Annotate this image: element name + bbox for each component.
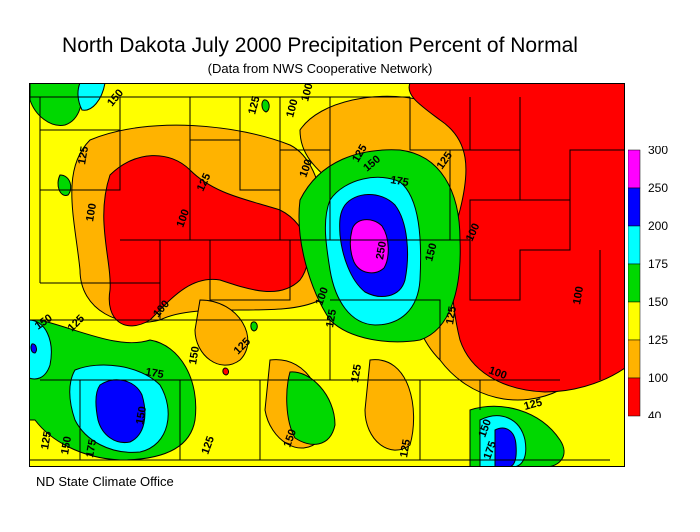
map-title: North Dakota July 2000 Precipitation Per… bbox=[62, 34, 578, 57]
contour-label: 125 bbox=[246, 95, 262, 116]
contour-label: 175 bbox=[482, 440, 500, 461]
contour-label: 100 bbox=[298, 158, 316, 179]
legend-labels: 300 250 200 175 150 125 100 40 bbox=[648, 146, 668, 418]
contour-label: 175 bbox=[389, 174, 409, 189]
contour-label: 150 bbox=[187, 345, 202, 365]
contour-label: 100 bbox=[571, 285, 586, 305]
color-legend: 300 250 200 175 150 125 100 40 bbox=[628, 146, 668, 418]
legend-label: 40 bbox=[648, 409, 662, 418]
contour-label: 100 bbox=[175, 208, 193, 229]
legend-swatch bbox=[628, 377, 641, 417]
contour-label: 125 bbox=[349, 363, 364, 383]
contour-label: 125 bbox=[200, 435, 218, 456]
contour-label: 125 bbox=[39, 430, 54, 450]
contour-label: 125 bbox=[76, 145, 91, 165]
legend-label: 125 bbox=[648, 333, 668, 347]
county-lines bbox=[29, 96, 625, 461]
legend-swatch bbox=[628, 149, 641, 189]
map-frame bbox=[29, 83, 625, 467]
legend-swatches bbox=[628, 149, 641, 417]
legend-label: 200 bbox=[648, 219, 668, 233]
legend-swatch bbox=[628, 263, 641, 303]
contour-labels: 100 125 100 125 125 100 150 100 125 150 … bbox=[33, 83, 586, 461]
contour-label: 150 bbox=[59, 435, 74, 455]
contour-label: 150 bbox=[423, 242, 439, 263]
contour-label: 175 bbox=[84, 438, 99, 458]
legend-swatch bbox=[628, 187, 641, 227]
contour-label: 150 bbox=[477, 418, 495, 439]
contour-label: 250 bbox=[374, 240, 389, 260]
legend-swatch bbox=[628, 301, 641, 341]
legend-label: 175 bbox=[648, 257, 668, 271]
contour-label: 125 bbox=[444, 305, 459, 325]
contour-label: 100 bbox=[284, 98, 300, 119]
contour-label: 125 bbox=[398, 438, 413, 458]
contour-label: 100 bbox=[84, 202, 99, 222]
magenta-zone bbox=[349, 219, 389, 274]
map-subtitle: (Data from NWS Cooperative Network) bbox=[207, 61, 433, 76]
contour-label: 100 bbox=[299, 83, 315, 103]
credit-text: ND State Climate Office bbox=[36, 474, 174, 489]
legend-swatch bbox=[628, 339, 641, 379]
legend-swatch bbox=[628, 225, 641, 265]
legend-label: 300 bbox=[648, 146, 668, 157]
contour-label: 100 bbox=[314, 286, 332, 307]
contour-label: 100 bbox=[487, 365, 508, 383]
contour-label: 125 bbox=[523, 397, 544, 413]
legend-label: 150 bbox=[648, 295, 668, 309]
legend-label: 100 bbox=[648, 371, 668, 385]
contour-label: 150 bbox=[134, 405, 149, 425]
contour-label: 150 bbox=[282, 428, 300, 449]
precipitation-map: 100 125 100 125 125 100 150 100 125 150 … bbox=[29, 83, 625, 467]
legend-label: 250 bbox=[648, 181, 668, 195]
contour-label: 125 bbox=[324, 308, 339, 328]
contour-label: 175 bbox=[144, 366, 164, 381]
